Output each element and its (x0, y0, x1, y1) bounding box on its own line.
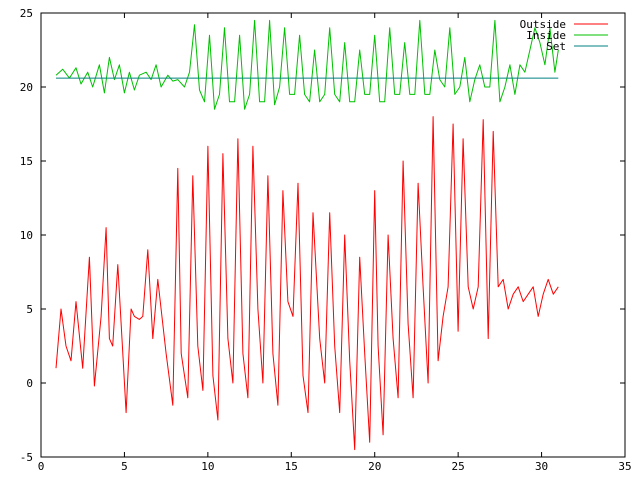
series-line-inside (55, 19, 559, 110)
legend-label-outside: Outside (520, 18, 566, 31)
y-tick-label: 15 (20, 155, 33, 168)
legend-label-inside: Inside (526, 29, 566, 42)
x-tick-label: 15 (285, 460, 298, 473)
y-tick-label: 20 (20, 81, 33, 94)
y-tick-label: -5 (20, 451, 33, 464)
legend-label-set: Set (546, 40, 566, 53)
tick-labels: 0 5 10 15 20 25 30 35 -5 0 5 10 15 20 25 (20, 7, 632, 473)
x-tick-label: 0 (38, 460, 45, 473)
x-tick-label: 10 (201, 460, 214, 473)
series-layer (55, 19, 559, 451)
x-tick-label: 5 (121, 460, 128, 473)
x-tick-label: 30 (535, 460, 548, 473)
x-tick-label: 35 (618, 460, 631, 473)
y-tick-label: 0 (26, 377, 33, 390)
series-line-outside (55, 116, 559, 451)
plot-frame (40, 12, 626, 458)
x-tick-label: 25 (452, 460, 465, 473)
y-tick-label: 10 (20, 229, 33, 242)
y-tick-label: 5 (26, 303, 33, 316)
x-tick-label: 20 (368, 460, 381, 473)
y-tick-label: 25 (20, 7, 33, 20)
